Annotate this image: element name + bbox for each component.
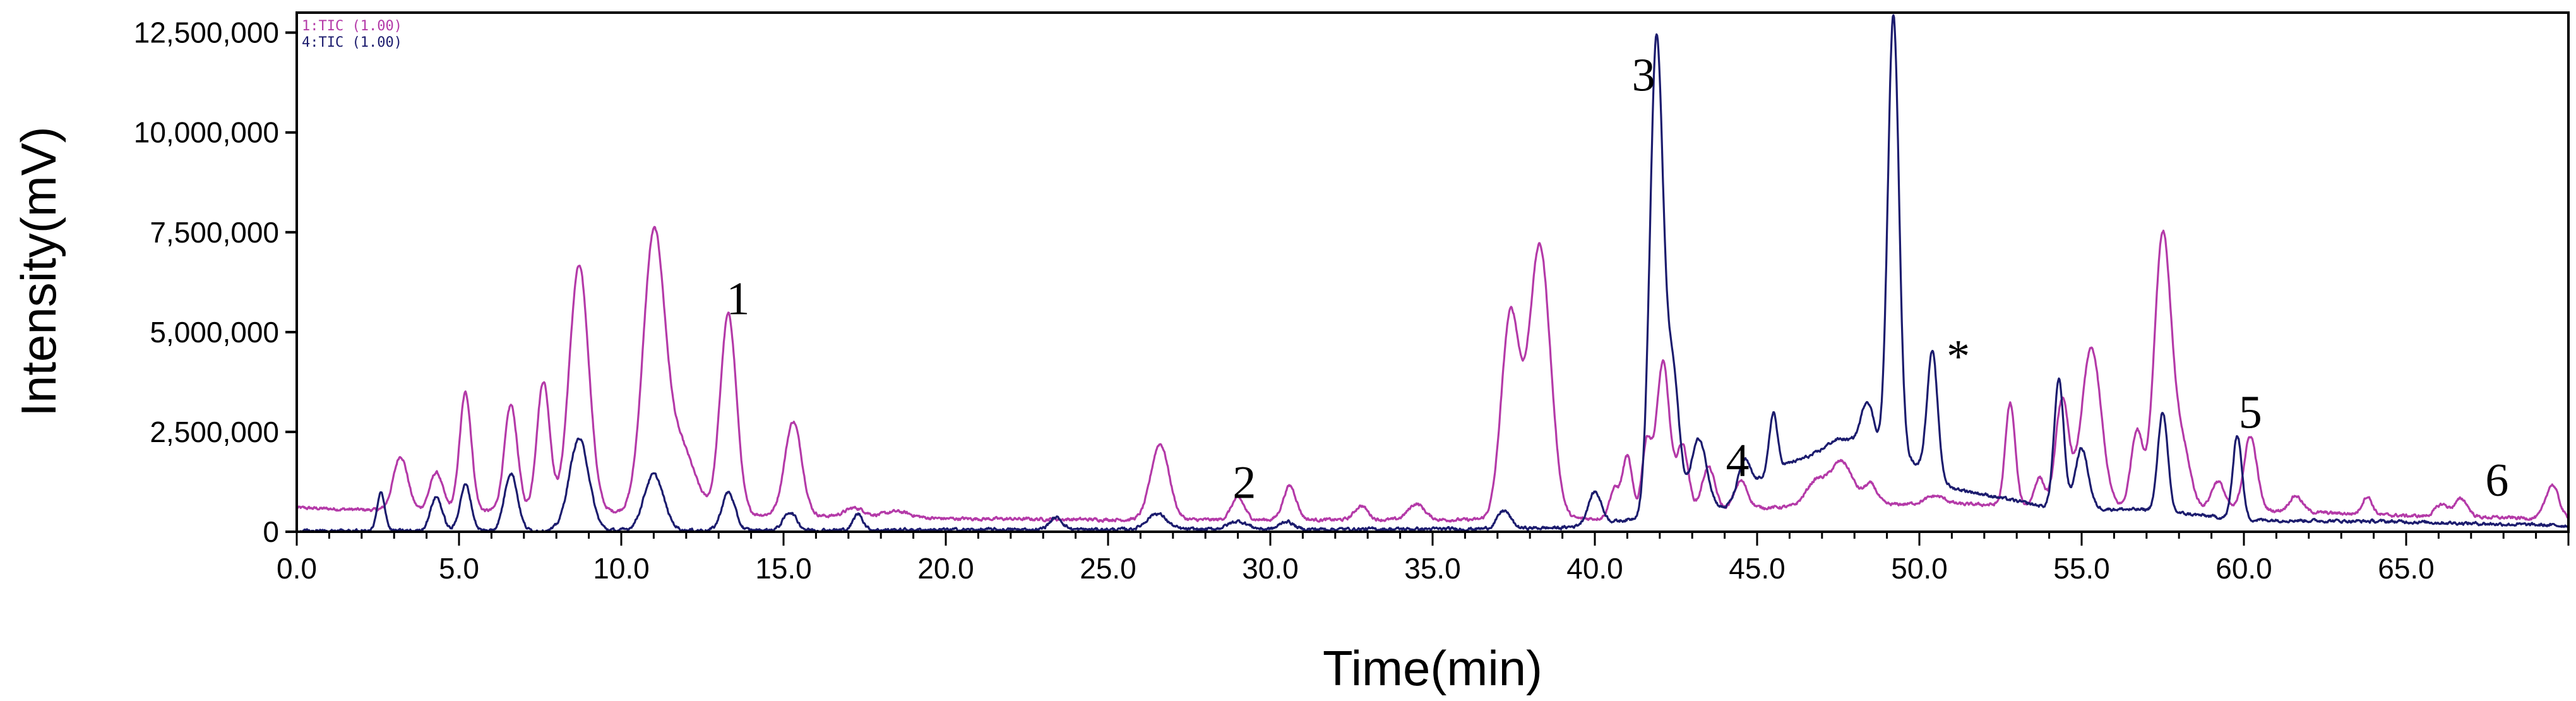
- y-tick-label: 5,000,000: [150, 316, 279, 349]
- y-tick-label: 0: [263, 515, 279, 548]
- y-tick-label: 2,500,000: [150, 416, 279, 448]
- x-tick-label: 35.0: [1404, 552, 1461, 585]
- series-line-2: [295, 14, 2568, 533]
- peak-label: 6: [2485, 455, 2508, 506]
- y-tick-label: 7,500,000: [150, 216, 279, 249]
- legend-entry-1: 1:TIC (1.00): [302, 18, 402, 34]
- x-axis-title: Time(min): [1323, 640, 1542, 696]
- y-tick-label: 12,500,000: [134, 16, 279, 49]
- x-tick-label: 10.0: [593, 552, 650, 585]
- x-tick-label: 50.0: [1891, 552, 1948, 585]
- peak-label: 2: [1232, 457, 1256, 508]
- peak-annotations: 1 2 3 4 * 5 6: [727, 49, 2509, 508]
- legend-entry-2: 4:TIC (1.00): [302, 35, 402, 51]
- legend: 1:TIC (1.00) 4:TIC (1.00): [302, 18, 402, 51]
- x-tick-label: 65.0: [2378, 552, 2435, 585]
- x-tick-label: 30.0: [1242, 552, 1299, 585]
- x-tick-label: 55.0: [2053, 552, 2110, 585]
- peak-label: 3: [1632, 49, 1655, 101]
- x-axis-ticks: 0.0 5.0 10.0 15.0 20.0 25.0 30.0 35.0 40.0 45.0 50…: [277, 532, 2570, 585]
- x-tick-label: 40.0: [1566, 552, 1623, 585]
- y-axis-ticks: 0 2,500,000 5,000,000 7,500,000 10,000,000 12…: [134, 16, 297, 548]
- x-tick-label: 0.0: [277, 552, 317, 585]
- peak-label: *: [1947, 331, 1970, 383]
- y-tick-label: 10,000,000: [134, 116, 279, 149]
- peak-label: 4: [1726, 434, 1750, 486]
- x-tick-label: 25.0: [1080, 552, 1136, 585]
- x-tick-label: 45.0: [1729, 552, 1786, 585]
- series-lines: [295, 14, 2569, 533]
- y-axis-title: Intensity(mV): [11, 126, 66, 416]
- plot-frame: [295, 11, 2570, 533]
- x-tick-label: 5.0: [439, 552, 479, 585]
- peak-label: 5: [2239, 387, 2262, 439]
- x-tick-label: 15.0: [755, 552, 812, 585]
- series-line-1: [295, 225, 2569, 523]
- x-tick-label: 60.0: [2215, 552, 2272, 585]
- peak-label: 1: [727, 273, 750, 325]
- x-tick-label: 20.0: [917, 552, 974, 585]
